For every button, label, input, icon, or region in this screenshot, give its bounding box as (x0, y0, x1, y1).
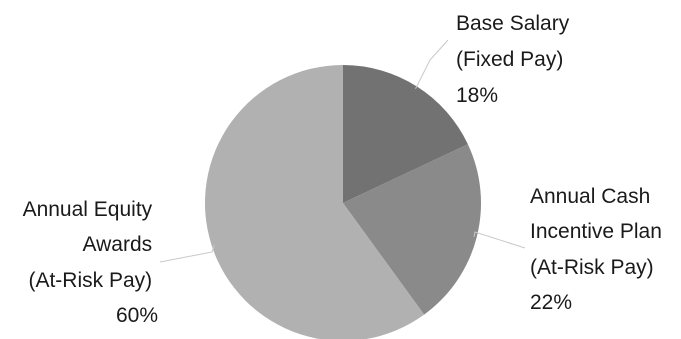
slice-label-line: (Fixed Pay) (456, 48, 563, 71)
slice-label-base-salary: Base Salary (Fixed Pay) 18% (456, 12, 575, 107)
slice-label-annual-cash-incentive: Annual Cash Incentive Plan (At-Risk Pay)… (530, 185, 668, 314)
slice-label-line: Awards (83, 233, 153, 256)
leader-annual-equity-awards (159, 244, 215, 263)
slice-label-line: (At-Risk Pay) (28, 269, 152, 292)
slice-annual-equity-awards (205, 65, 425, 339)
slice-label-line: Annual Cash (530, 185, 650, 208)
slice-label-line: (At-Risk Pay) (530, 256, 654, 279)
pie-slices (205, 65, 482, 339)
slice-label-annual-equity-awards: Annual Equity Awards (At-Risk Pay) 60% (23, 198, 158, 327)
slice-percent: 22% (530, 291, 572, 314)
leader-base-salary (415, 39, 449, 90)
slice-label-line: Incentive Plan (530, 220, 662, 243)
slice-percent: 60% (116, 304, 158, 327)
slice-annual-cash-incentive (343, 144, 482, 315)
slice-percent: 18% (456, 84, 498, 107)
slice-label-line: Annual Equity (23, 198, 153, 221)
slice-base-salary (343, 65, 468, 203)
leader-lines (159, 39, 526, 263)
leader-annual-cash-incentive (473, 231, 526, 249)
slice-label-line: Base Salary (456, 12, 570, 35)
